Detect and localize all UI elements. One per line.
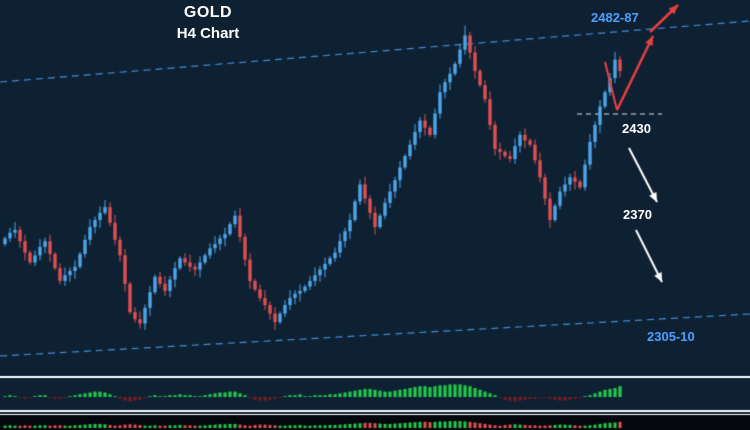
support-zone-label: 2305-10 bbox=[647, 329, 695, 344]
chart-title: GOLD bbox=[183, 4, 233, 21]
chart-title-block: GOLD H4 Chart bbox=[148, 4, 268, 42]
breakout-level-label: 2430 bbox=[622, 121, 651, 136]
resistance-zone-label: 2482-87 bbox=[591, 10, 639, 25]
chart-subtitle: H4 Chart bbox=[176, 25, 240, 42]
pullback-target-label: 2370 bbox=[623, 207, 652, 222]
